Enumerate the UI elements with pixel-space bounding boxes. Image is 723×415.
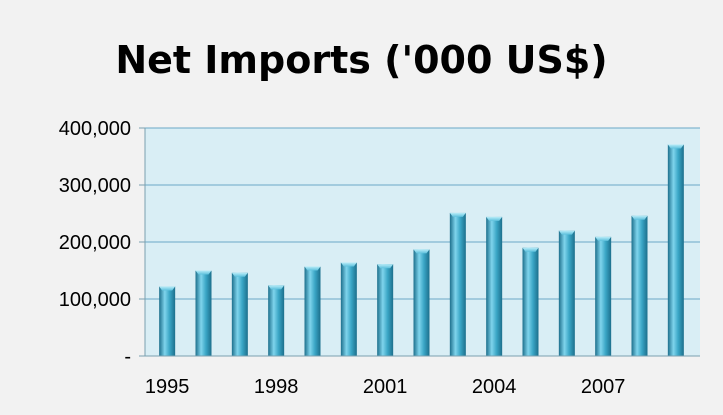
bar-body [522, 247, 539, 356]
bar-2009 [667, 144, 684, 356]
bar-cap [268, 285, 285, 290]
bar-1997 [231, 272, 248, 356]
bar-body [340, 262, 357, 356]
bar-body [304, 266, 321, 356]
bar-1999 [304, 266, 321, 356]
bar-body [631, 215, 648, 356]
bar-cap [159, 286, 176, 291]
bar-body [667, 144, 684, 356]
bar-2007 [595, 236, 612, 356]
bar-2008 [631, 215, 648, 356]
bar-cap [340, 262, 357, 267]
bar-2000 [340, 262, 357, 356]
x-tick-label: 2001 [363, 376, 408, 398]
bar-cap [631, 215, 648, 220]
bar-2004 [486, 216, 503, 356]
bar-body [231, 272, 248, 356]
bar-cap [377, 264, 394, 269]
bar-cap [231, 272, 248, 277]
bar-cap [413, 249, 430, 254]
bar-cap [449, 212, 466, 217]
x-tick-label: 2004 [472, 376, 517, 398]
bar-1995 [159, 286, 176, 356]
y-tick-label: - [124, 346, 131, 368]
bar-2002 [413, 249, 430, 356]
bar-body [377, 264, 394, 356]
bar-body [449, 212, 466, 356]
chart-title: Net Imports ('000 US$) [115, 38, 608, 82]
bar-cap [595, 236, 612, 241]
bar-cap [522, 247, 539, 252]
bar-body [558, 230, 575, 356]
bar-cap [304, 266, 321, 271]
y-tick-label: 200,000 [59, 232, 131, 254]
bar-cap [558, 230, 575, 235]
bar-2001 [377, 264, 394, 356]
bar-1998 [268, 285, 285, 356]
y-tick-label: 400,000 [59, 118, 131, 140]
bar-2006 [558, 230, 575, 356]
bar-cap [195, 270, 212, 275]
bar-1996 [195, 270, 212, 356]
y-tick-label: 100,000 [59, 289, 131, 311]
bar-cap [486, 216, 503, 221]
bar-body [413, 249, 430, 356]
bar-cap [667, 144, 684, 149]
bar-body [486, 216, 503, 356]
bar-body [595, 236, 612, 356]
bar-body [195, 270, 212, 356]
x-tick-label: 1995 [145, 376, 190, 398]
x-tick-label: 2007 [581, 376, 626, 398]
bar-body [159, 286, 176, 356]
bar-2003 [449, 212, 466, 356]
x-tick-label: 1998 [254, 376, 299, 398]
bar-2005 [522, 247, 539, 356]
bar-body [268, 285, 285, 356]
y-tick-label: 300,000 [59, 175, 131, 197]
